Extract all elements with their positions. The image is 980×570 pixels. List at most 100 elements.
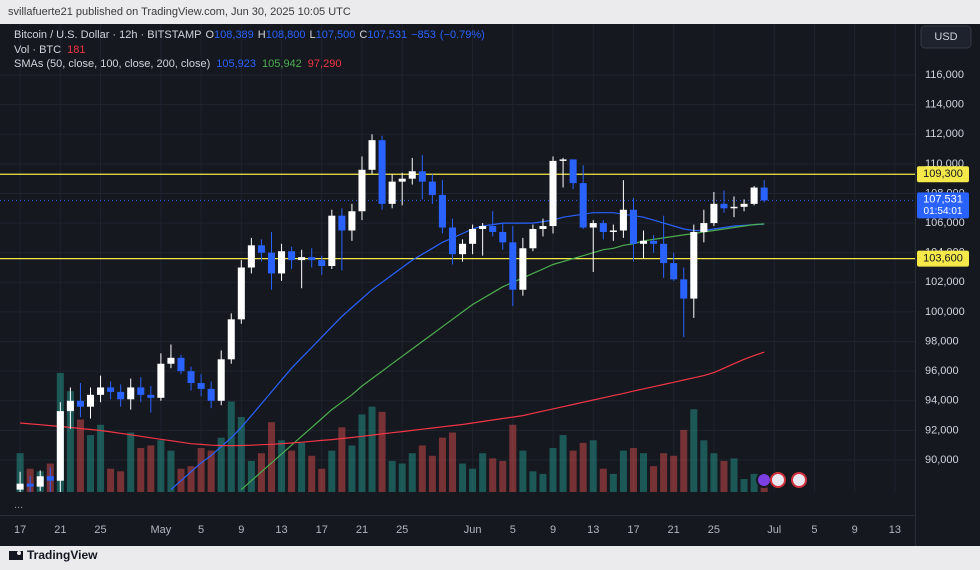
volume-bar [710, 453, 718, 492]
volume-bar [217, 437, 225, 492]
candle-body [459, 243, 467, 255]
volume-bar [650, 466, 658, 492]
candle-body [167, 357, 175, 364]
legend: Bitcoin / U.S. Dollar · 12h · BITSTAMP O1… [14, 29, 485, 70]
pane-menu[interactable]: ... [14, 499, 23, 511]
event-icon[interactable] [770, 472, 786, 488]
y-tick-label: 106,000 [925, 217, 965, 229]
sma-line [20, 351, 765, 447]
sma-line [170, 212, 765, 491]
volume-bar [267, 422, 276, 492]
candle-body [519, 248, 527, 290]
volume-bar [619, 450, 627, 492]
volume-bar [288, 450, 296, 492]
volume-bar [609, 473, 617, 492]
sma-value: 97,290 [308, 58, 342, 70]
candle-body [257, 245, 265, 253]
level-badge [917, 250, 969, 267]
volume-bar [519, 450, 527, 492]
candle-body [509, 242, 517, 290]
volume-bar [760, 487, 768, 492]
volume-bar [428, 455, 436, 492]
x-tick-label: 9 [852, 524, 858, 536]
candle-body [479, 226, 487, 230]
ohlc-value: 108,389 [214, 29, 254, 41]
volume-bar [298, 442, 306, 492]
candle-body [328, 215, 336, 267]
volume-bar [197, 448, 205, 492]
logo-mark [9, 551, 23, 560]
candle-body [730, 206, 738, 209]
volume-bar [489, 458, 497, 492]
volume-bar [639, 453, 648, 492]
candle-body [56, 411, 64, 481]
candle-body [267, 252, 276, 274]
volume-bar [66, 391, 74, 492]
volume-bar [479, 453, 487, 492]
candle-body [740, 203, 748, 207]
volume-bar [368, 406, 376, 492]
x-tick-label: Jun [464, 524, 482, 536]
last-price-badge [917, 192, 969, 219]
volume-bar [157, 440, 165, 492]
volume-bar [448, 432, 456, 492]
symbol-name: Bitcoin / U.S. Dollar · 12h · BITSTAMP [14, 29, 201, 41]
candle-body [187, 371, 195, 383]
x-tick-label: 17 [316, 524, 328, 536]
candle-body [760, 187, 768, 201]
candle-body [750, 187, 758, 204]
volume-bar [459, 463, 467, 492]
volume-bar [569, 450, 577, 492]
ohlc-prefix: C [359, 29, 367, 41]
volume-bar [76, 419, 84, 492]
candle-body [619, 209, 627, 231]
sma-name: SMAs (50, close, 100, close, 200, close) [14, 58, 210, 70]
candle-body [499, 231, 507, 243]
volume-bar [207, 450, 215, 492]
candle-body [469, 229, 477, 244]
y-tick-label: 98,000 [925, 335, 959, 347]
sma-value: 105,942 [262, 58, 302, 70]
candle-body [36, 476, 44, 487]
x-tick-label: 13 [889, 524, 901, 536]
event-icon[interactable] [791, 472, 807, 488]
candle-body [288, 251, 296, 261]
ohlc-prefix: O [205, 29, 214, 41]
y-tick-label: 90,000 [925, 454, 959, 466]
event-icon[interactable] [756, 472, 772, 488]
candle-body [157, 363, 165, 398]
candle-body [237, 267, 245, 320]
candle-body [700, 223, 708, 232]
volume-bar [469, 468, 477, 492]
volume-bar [378, 411, 386, 492]
candle-body [489, 226, 497, 232]
volume-bar [187, 466, 195, 492]
candle-body [117, 391, 125, 400]
x-tick-label: Jul [767, 524, 781, 536]
candle-body [629, 209, 637, 244]
candle-body [298, 257, 306, 261]
ohlc-value: 108,800 [266, 29, 306, 41]
sma-value: 105,923 [216, 58, 256, 70]
candle-body [549, 160, 557, 227]
volume-bar [509, 424, 517, 492]
candle-body [127, 387, 135, 400]
volume-bar [559, 435, 567, 492]
candle-body [177, 357, 185, 372]
y-tick-label: 92,000 [925, 424, 959, 436]
currency-button[interactable] [920, 25, 972, 49]
x-tick-label: 9 [238, 524, 244, 536]
candle-body [368, 140, 376, 170]
volume-bar [167, 450, 175, 492]
x-tick-label: 13 [587, 524, 599, 536]
candle-body [338, 215, 346, 231]
volume-bar [660, 453, 668, 492]
currency-label: USD [934, 31, 957, 43]
volume-value: 181 [67, 44, 85, 56]
volume-bar [599, 468, 607, 492]
ohlc-prefix: L [310, 29, 316, 41]
x-tick-label: 25 [396, 524, 408, 536]
x-tick-label: 5 [811, 524, 817, 536]
candle-body [348, 211, 356, 231]
